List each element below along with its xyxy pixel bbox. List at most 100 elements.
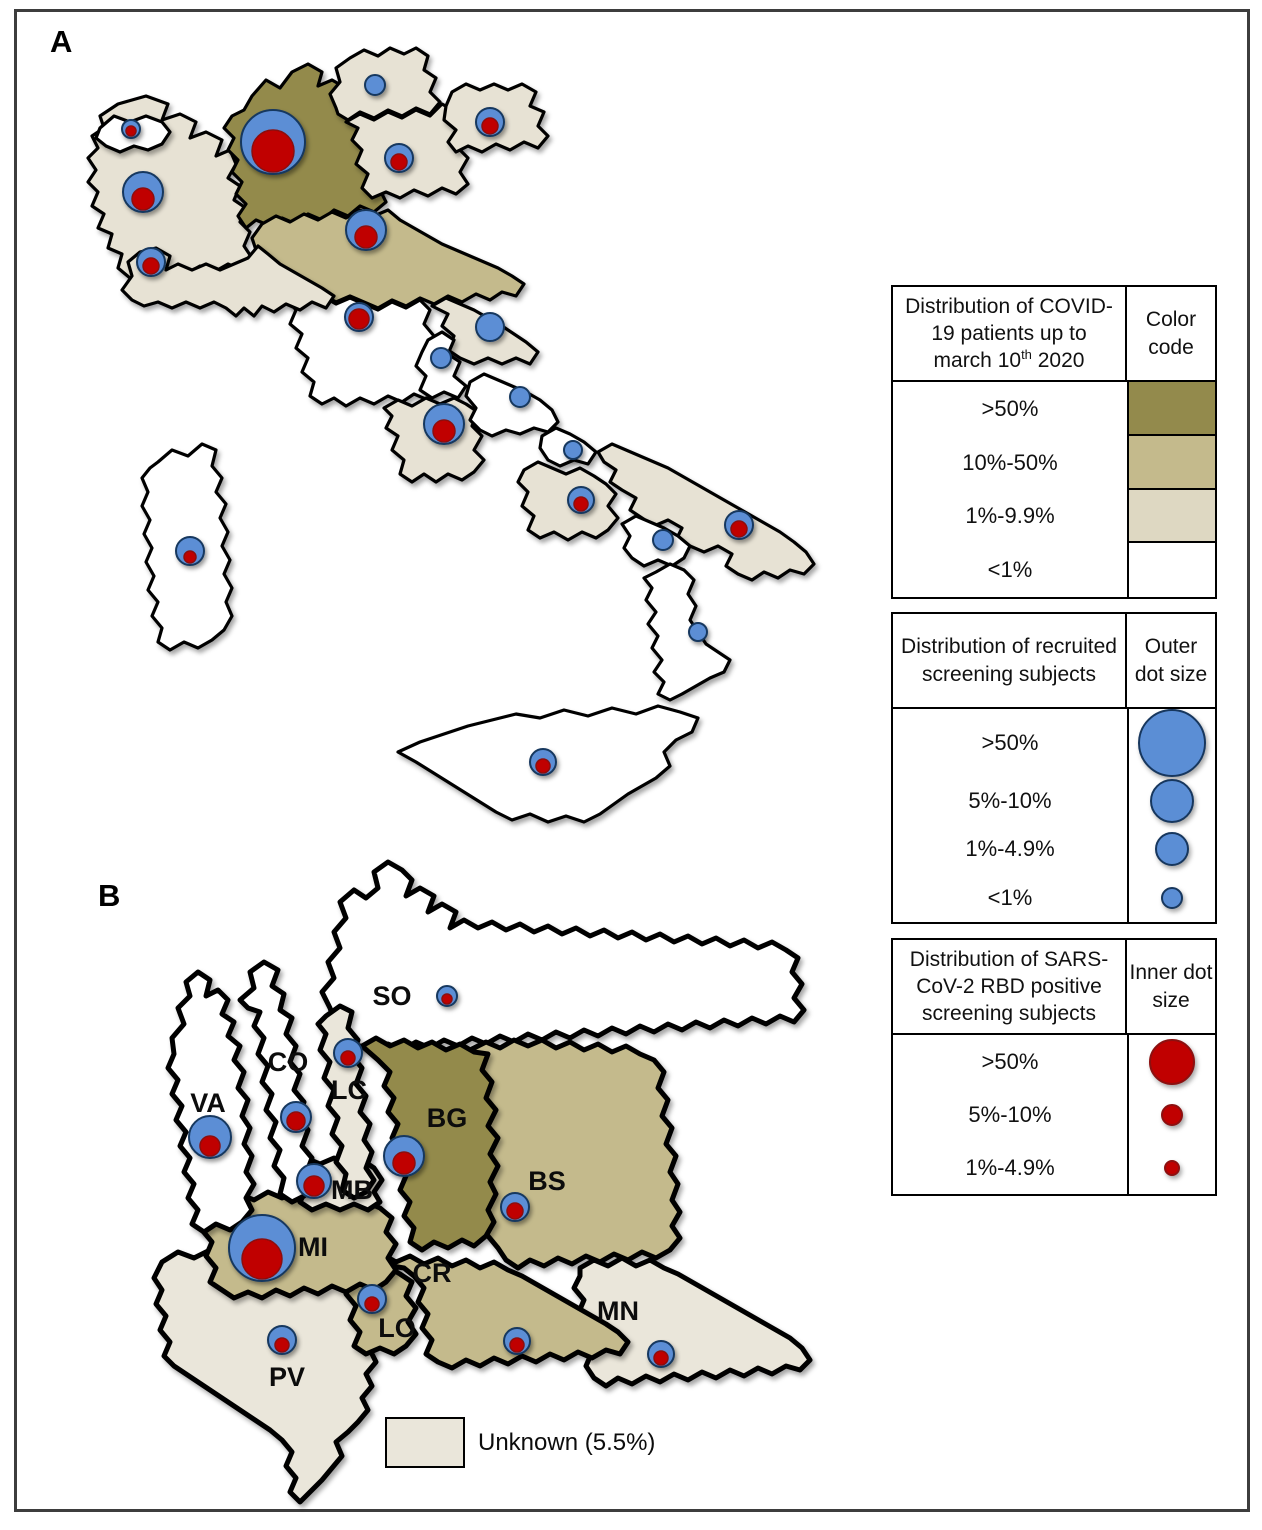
region-toscana bbox=[284, 282, 440, 408]
dot-liguria bbox=[136, 247, 166, 277]
legend-table-color-code: Distribution of COVID-19 patients up to … bbox=[891, 285, 1217, 599]
dot-VA bbox=[188, 1115, 232, 1159]
outer-dot-umbria bbox=[430, 347, 452, 369]
inner-dot-sample-gt50 bbox=[1149, 1038, 1195, 1085]
legend2-label-lt1: <1% bbox=[893, 873, 1129, 922]
lombardy-map: SO CO LC VA BG MB BS MI CR LO PV MN bbox=[151, 859, 813, 1505]
legend1-row: >50% bbox=[893, 382, 1215, 436]
dot-molise bbox=[563, 440, 583, 460]
outer-dot-calabria bbox=[688, 622, 708, 642]
legend3-row: 5%-10% bbox=[893, 1088, 1215, 1141]
legend3-title: Distribution of SARS-CoV-2 RBD positive … bbox=[893, 940, 1127, 1033]
figure-border bbox=[14, 9, 1250, 1512]
panel-b-label: B bbox=[98, 878, 121, 913]
outer-dot-basilicata bbox=[652, 529, 674, 551]
dot-MB bbox=[296, 1163, 332, 1199]
outer-dot-sample-1-4 bbox=[1155, 832, 1189, 867]
legend1-column-title: Color code bbox=[1145, 308, 1197, 359]
dot-LO bbox=[357, 1284, 387, 1314]
legend1-label-1-9: 1%-9.9% bbox=[893, 489, 1129, 544]
province-label-CO: CO bbox=[268, 1047, 309, 1077]
inner-dot-LC bbox=[340, 1050, 356, 1066]
dot-calabria bbox=[688, 622, 708, 642]
dot-PV bbox=[267, 1325, 297, 1355]
inner-dot-SO bbox=[441, 993, 453, 1005]
province-CR bbox=[365, 1251, 631, 1371]
dot-CR bbox=[503, 1327, 531, 1355]
inner-dot-PV bbox=[274, 1337, 290, 1353]
legend1-row: <1% bbox=[893, 543, 1215, 597]
region-puglia bbox=[596, 442, 816, 582]
legend1-row: 1%-9.9% bbox=[893, 489, 1215, 544]
legend2-title: Distribution of recruited screening subj… bbox=[893, 614, 1127, 707]
inner-dot-liguria bbox=[142, 257, 160, 275]
inner-dot-BG bbox=[392, 1151, 416, 1175]
dot-valle-daosta bbox=[121, 119, 141, 139]
province-label-MN: MN bbox=[597, 1296, 639, 1326]
province-CO bbox=[237, 959, 317, 1205]
legend1-label-gt50: >50% bbox=[893, 382, 1129, 436]
dot-marche bbox=[475, 312, 505, 342]
legend3-label-1-4: 1%-4.9% bbox=[893, 1141, 1129, 1194]
legend2-row: >50% bbox=[893, 709, 1215, 777]
legend1-title: Distribution of COVID-19 patients up to … bbox=[893, 287, 1127, 380]
province-label-BG: BG bbox=[427, 1103, 468, 1133]
outer-dot-sample-5-10 bbox=[1150, 779, 1194, 824]
legend1-label-lt1: <1% bbox=[893, 543, 1129, 597]
dot-trentino bbox=[364, 74, 386, 96]
dot-umbria bbox=[430, 347, 452, 369]
inner-dot-toscana bbox=[348, 308, 370, 330]
province-label-VA: VA bbox=[190, 1088, 226, 1118]
legend2-label-gt50: >50% bbox=[893, 709, 1129, 777]
dot-piemonte bbox=[122, 171, 164, 213]
legend-table-outer-dot: Distribution of recruited screening subj… bbox=[891, 612, 1217, 924]
dot-MN bbox=[647, 1340, 675, 1368]
dot-LC bbox=[333, 1038, 363, 1068]
unknown-swatch bbox=[385, 1417, 465, 1468]
inner-dot-sicilia bbox=[535, 758, 551, 774]
lombardy-dots bbox=[188, 985, 675, 1368]
inner-dot-lombardia bbox=[251, 129, 295, 173]
inner-dot-BS bbox=[506, 1202, 524, 1220]
dot-lombardia bbox=[240, 109, 306, 175]
inner-dot-sample-5-10 bbox=[1161, 1103, 1183, 1126]
inner-dot-piemonte bbox=[131, 187, 155, 211]
outer-dot-molise bbox=[563, 440, 583, 460]
inner-dot-sample-1-4 bbox=[1164, 1159, 1180, 1176]
region-calabria bbox=[642, 562, 732, 702]
province-VA bbox=[165, 969, 257, 1235]
dot-lazio bbox=[423, 403, 465, 445]
province-BS bbox=[467, 1037, 683, 1271]
inner-dot-MN bbox=[653, 1350, 669, 1366]
dot-emilia-romagna bbox=[345, 209, 387, 251]
inner-dot-campania bbox=[573, 496, 589, 512]
legend1-label-10-50: 10%-50% bbox=[893, 435, 1129, 490]
province-label-PV: PV bbox=[269, 1362, 305, 1392]
dot-CO bbox=[280, 1101, 312, 1133]
dot-sardegna bbox=[175, 536, 205, 566]
legend3-label-5-10: 5%-10% bbox=[893, 1088, 1129, 1141]
swatch-lt1 bbox=[1129, 543, 1215, 597]
inner-dot-CR bbox=[509, 1337, 525, 1353]
dot-puglia bbox=[724, 510, 754, 540]
province-SO bbox=[319, 859, 807, 1055]
legend2-label-5-10: 5%-10% bbox=[893, 777, 1129, 826]
outer-dot-sample-gt50 bbox=[1138, 709, 1206, 777]
legend2-row: <1% bbox=[893, 873, 1215, 922]
dot-SO bbox=[436, 985, 458, 1007]
legend3-row: 1%-4.9% bbox=[893, 1141, 1215, 1194]
swatch-1-9 bbox=[1129, 489, 1215, 544]
inner-dot-friuli bbox=[481, 117, 499, 135]
dot-MI bbox=[228, 1214, 296, 1282]
province-label-LO: LO bbox=[378, 1313, 416, 1343]
legend3-column-title: Inner dot size bbox=[1129, 961, 1213, 1012]
region-abruzzo bbox=[464, 372, 560, 438]
province-label-MB: MB bbox=[331, 1175, 373, 1205]
legend3-row: >50% bbox=[893, 1035, 1215, 1088]
legend2-row: 1%-4.9% bbox=[893, 825, 1215, 874]
province-label-SO: SO bbox=[372, 981, 411, 1011]
province-label-CR: CR bbox=[413, 1258, 452, 1288]
inner-dot-MI bbox=[241, 1238, 283, 1280]
inner-dot-emilia-romagna bbox=[354, 225, 378, 249]
